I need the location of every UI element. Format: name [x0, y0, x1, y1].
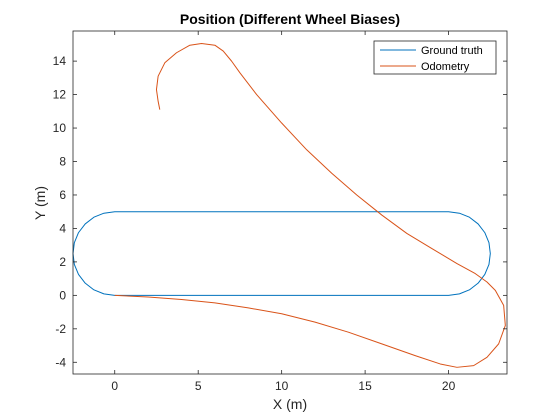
x-tick-label: 5	[195, 379, 202, 393]
series-layer	[72, 43, 506, 368]
x-tick-label: 10	[275, 379, 289, 393]
y-tick-label: 8	[59, 155, 66, 169]
y-tick-label: 14	[53, 54, 67, 68]
plot-area	[73, 31, 507, 374]
y-tick-label: 4	[59, 221, 66, 235]
ticks-layer: 0 5 10 15 20 -4 -2 0 2 4 6 8 10 12 14	[53, 31, 507, 393]
y-tick-label: 0	[59, 288, 66, 302]
y-tick-label: -4	[55, 355, 66, 369]
y-tick-label: -2	[55, 322, 66, 336]
chart-title: Position (Different Wheel Biases)	[180, 11, 400, 27]
plot-frame	[72, 30, 508, 375]
x-tick-label: 20	[442, 379, 456, 393]
series-line-odometry	[114, 43, 506, 368]
y-tick-label: 6	[59, 188, 66, 202]
y-axis-label: Y (m)	[32, 186, 48, 220]
legend-label-ground-truth: Ground truth	[421, 45, 483, 57]
y-tick-label: 12	[53, 88, 67, 102]
x-axis-label: X (m)	[273, 396, 307, 412]
series-line-ground-truth	[72, 211, 491, 296]
y-tick-label: 10	[53, 121, 67, 135]
legend: Ground truth Odometry	[373, 40, 497, 75]
x-tick-label: 0	[111, 379, 118, 393]
y-tick-label: 2	[59, 255, 66, 269]
legend-label-odometry: Odometry	[421, 61, 470, 73]
legend-box	[373, 40, 497, 75]
x-tick-label: 15	[358, 379, 372, 393]
